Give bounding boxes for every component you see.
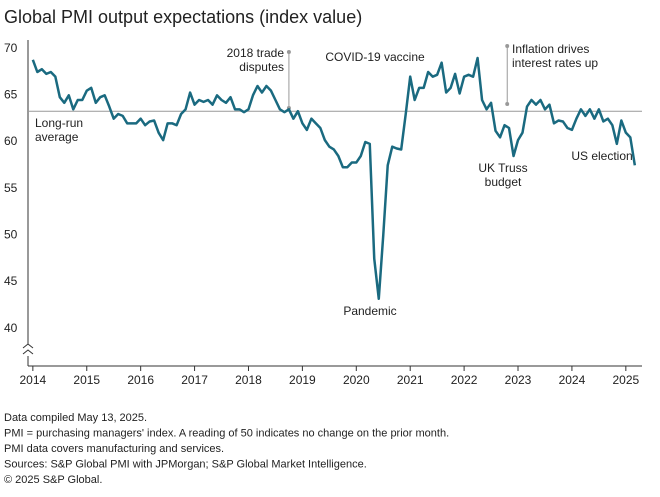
annotation: average: [35, 130, 79, 144]
footnote: Sources: S&P Global PMI with JPMorgan; S…: [4, 458, 367, 470]
y-tick-label: 40: [4, 321, 18, 335]
footnote: Data compiled May 13, 2025.: [4, 412, 147, 424]
y-tick-label: 45: [4, 274, 18, 288]
annotation: Pandemic: [343, 304, 396, 318]
x-tick-label: 2018: [235, 373, 262, 387]
series-line: [31, 56, 637, 301]
annotation: interest rates up: [512, 56, 598, 70]
x-tick-label: 2023: [505, 373, 532, 387]
annotation: UK Truss: [478, 161, 527, 175]
axis-break: [22, 343, 34, 355]
annotation: disputes: [239, 60, 284, 74]
annotation-dot: [286, 50, 291, 54]
footnote: © 2025 S&P Global.: [4, 474, 102, 486]
annotation: 2018 trade: [227, 46, 285, 60]
annotation: US election: [571, 149, 632, 163]
y-tick-label: 50: [4, 228, 18, 242]
x-tick-label: 2017: [181, 373, 208, 387]
y-tick-label: 60: [4, 134, 18, 148]
annotation: Long-run: [35, 116, 83, 130]
annotation-dot: [505, 102, 510, 106]
x-tick-label: 2016: [127, 373, 154, 387]
annotation-dot: [505, 44, 510, 48]
x-tick-label: 2022: [451, 373, 478, 387]
annotation: budget: [485, 175, 522, 189]
x-tick-label: 2024: [559, 373, 586, 387]
x-tick-label: 2019: [289, 373, 316, 387]
y-tick-label: 70: [4, 41, 18, 55]
x-tick-label: 2025: [612, 373, 639, 387]
chart-title: Global PMI output expectations (index va…: [4, 7, 362, 27]
annotation: Inflation drives: [512, 42, 589, 56]
x-tick-label: 2015: [73, 373, 100, 387]
footnote: PMI data covers manufacturing and servic…: [4, 443, 224, 455]
y-tick-label: 55: [4, 181, 18, 195]
y-tick-label: 65: [4, 88, 18, 102]
annotation: COVID-19 vaccine: [325, 50, 425, 64]
x-tick-label: 2020: [343, 373, 370, 387]
x-tick-label: 2021: [397, 373, 424, 387]
footnote: PMI = purchasing managers' index. A read…: [4, 427, 449, 439]
x-tick-label: 2014: [20, 373, 47, 387]
